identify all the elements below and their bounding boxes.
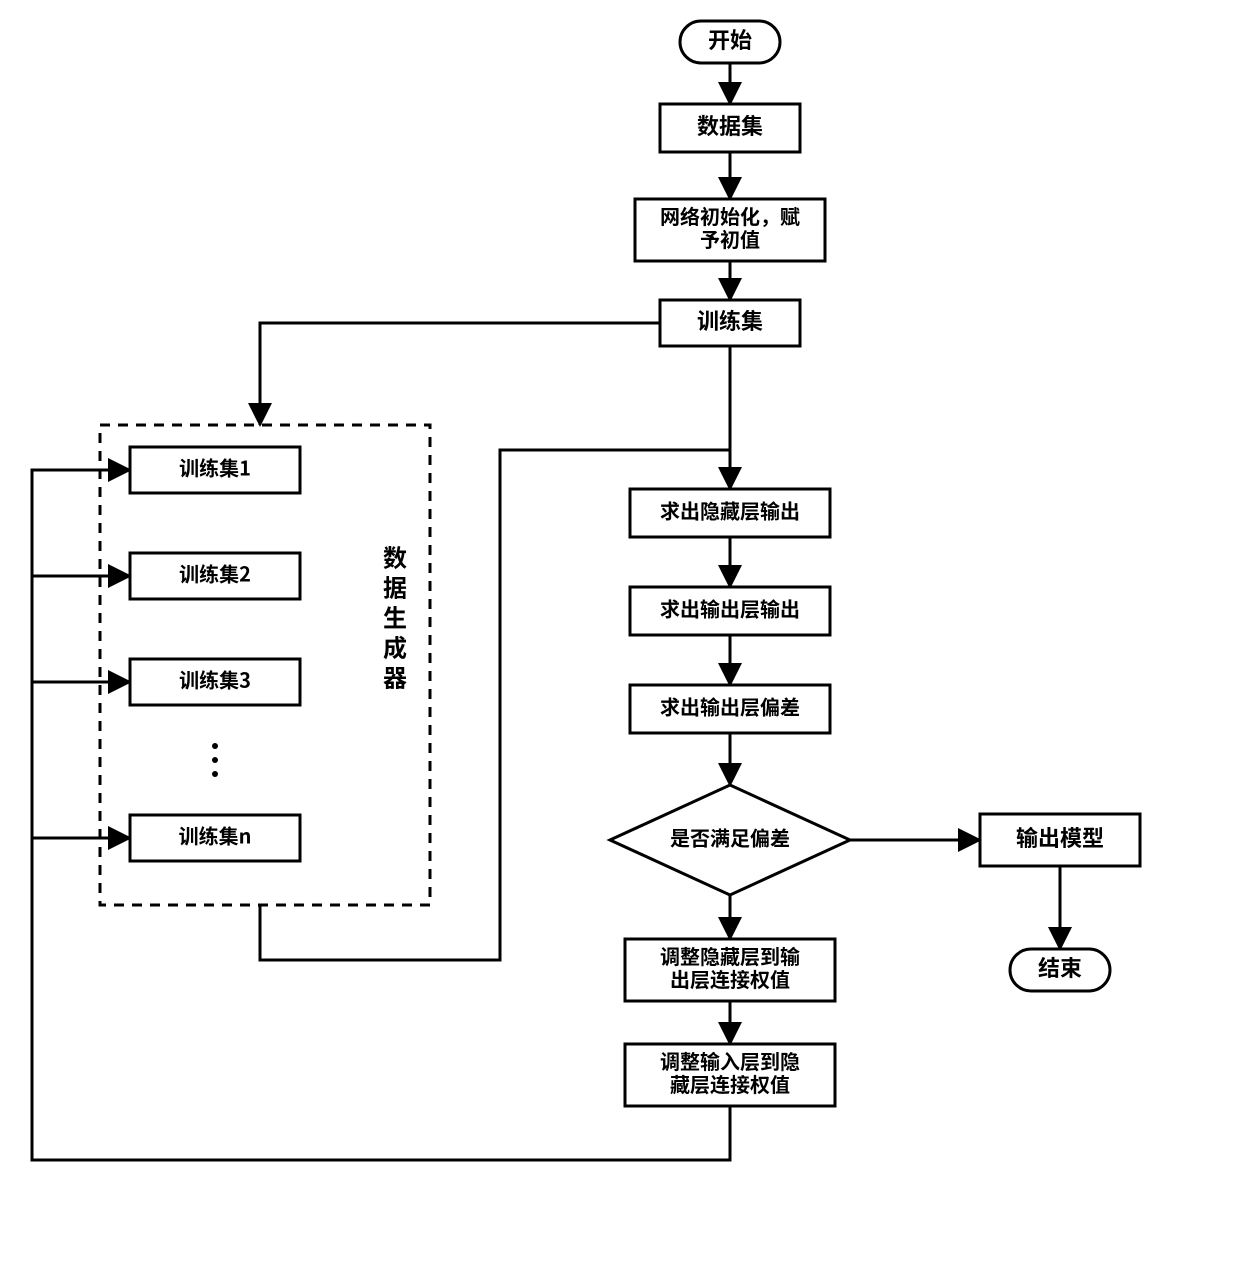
label-adj1-1: 出层连接权值: [670, 964, 790, 993]
edge-trainset-genbox_split: [260, 323, 660, 425]
label-outmodel: 输出模型: [1016, 821, 1104, 853]
dots-dots-1: [212, 757, 218, 763]
label-ts3: 训练集3: [179, 664, 251, 693]
label-error: 求出输出层偏差: [660, 691, 800, 720]
label-output: 求出输出层输出: [660, 593, 800, 622]
label-start: 开始: [708, 23, 752, 55]
label-decision: 是否满足偏差: [670, 822, 790, 851]
label-ts1: 训练集1: [179, 452, 251, 481]
label-init-1: 予初值: [700, 224, 760, 253]
label-ts2: 训练集2: [179, 558, 251, 587]
label-tsn: 训练集n: [179, 820, 252, 849]
label-end: 结束: [1038, 951, 1082, 983]
label-dataset: 数据集: [697, 109, 763, 141]
dots-dots-0: [212, 743, 218, 749]
label-hidden: 求出隐藏层输出: [660, 495, 800, 524]
label-adj2-1: 藏层连接权值: [670, 1069, 790, 1098]
vtext-genlabel-4: 器: [383, 659, 407, 694]
label-trainset: 训练集: [697, 304, 763, 336]
dots-dots-2: [212, 771, 218, 777]
